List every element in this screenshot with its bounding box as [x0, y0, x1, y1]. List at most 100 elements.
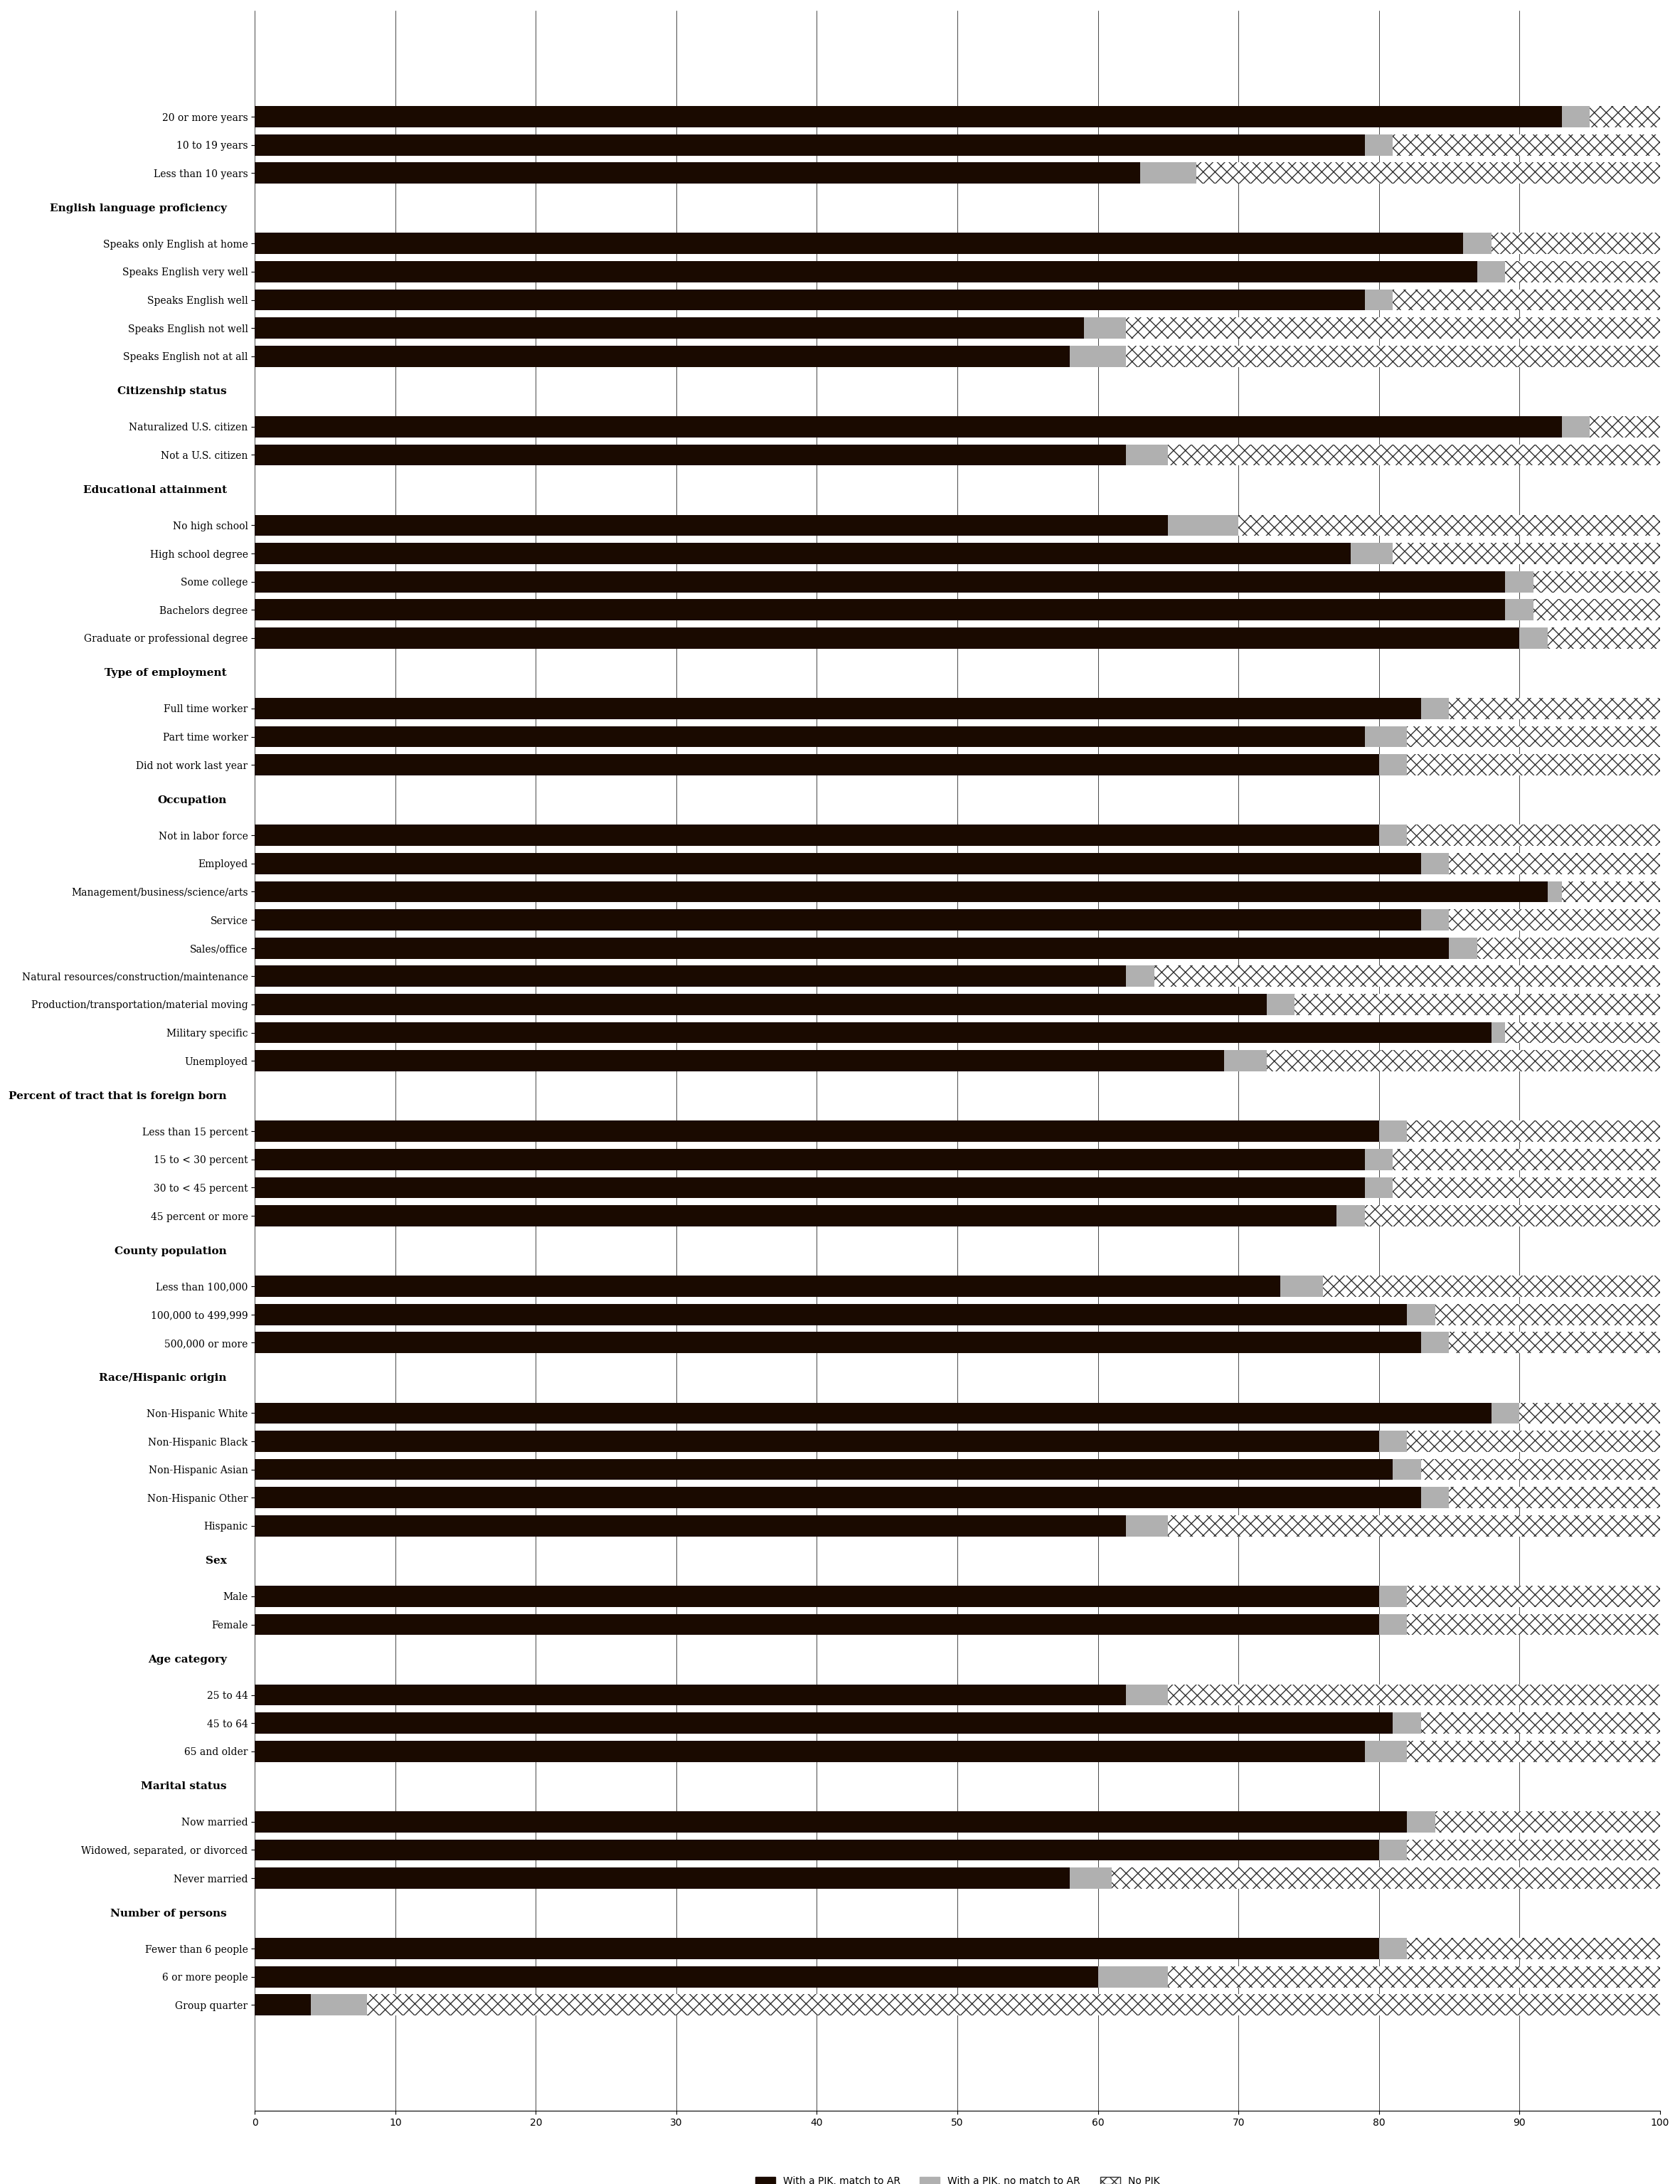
Bar	[1112, 1867, 1660, 1889]
Bar	[1126, 965, 1154, 987]
Text: Citizenship status: Citizenship status	[118, 387, 227, 397]
Bar	[1408, 753, 1660, 775]
Bar	[255, 572, 1505, 592]
Bar	[1364, 1741, 1408, 1762]
Text: County population: County population	[114, 1247, 227, 1256]
Bar	[1408, 826, 1660, 845]
Bar	[1322, 1275, 1660, 1297]
Bar	[1379, 753, 1408, 775]
Bar	[1408, 1839, 1660, 1861]
Bar	[1492, 234, 1660, 253]
Bar	[1435, 1304, 1660, 1326]
Bar	[1393, 1149, 1660, 1171]
Bar	[1126, 1516, 1168, 1535]
Bar	[255, 1811, 1408, 1832]
Text: Marital status: Marital status	[141, 1782, 227, 1791]
Bar	[1084, 317, 1126, 339]
Bar	[1408, 1937, 1660, 1959]
Bar	[368, 1994, 1660, 2016]
Bar	[1070, 1867, 1112, 1889]
Bar	[255, 443, 1126, 465]
Bar	[1364, 1177, 1393, 1199]
Bar	[1364, 1206, 1660, 1227]
Bar	[1562, 417, 1589, 437]
Bar	[255, 1966, 1099, 1987]
Bar	[1141, 162, 1196, 183]
Bar	[1408, 725, 1660, 747]
Bar	[1393, 544, 1660, 563]
Bar	[1421, 854, 1450, 874]
Bar	[1408, 1741, 1660, 1762]
Bar	[1168, 1966, 1660, 1987]
Bar	[1450, 699, 1660, 719]
Bar	[255, 1051, 1225, 1072]
Bar	[1421, 909, 1450, 930]
Bar	[1421, 1487, 1450, 1509]
Bar	[1505, 598, 1534, 620]
Bar	[255, 1431, 1379, 1452]
Bar	[1168, 1516, 1660, 1535]
Legend: With a PIK, match to AR, With a PIK, no match to AR, No PIK: With a PIK, match to AR, With a PIK, no …	[751, 2173, 1164, 2184]
Bar	[255, 627, 1519, 649]
Bar	[1126, 345, 1660, 367]
Bar	[255, 1275, 1280, 1297]
Bar	[255, 317, 1084, 339]
Bar	[1267, 994, 1295, 1016]
Bar	[1099, 1966, 1168, 1987]
Bar	[255, 1304, 1408, 1326]
Bar	[1267, 1051, 1660, 1072]
Bar	[255, 262, 1477, 282]
Text: Educational attainment: Educational attainment	[82, 485, 227, 496]
Bar	[255, 854, 1421, 874]
Bar	[255, 1022, 1492, 1044]
Bar	[255, 1712, 1393, 1734]
Bar	[1168, 515, 1238, 535]
Bar	[255, 937, 1450, 959]
Bar	[1477, 937, 1660, 959]
Bar	[255, 1937, 1379, 1959]
Bar	[1519, 627, 1547, 649]
Bar	[1492, 1402, 1519, 1424]
Text: Number of persons: Number of persons	[111, 1909, 227, 1918]
Text: Sex: Sex	[205, 1557, 227, 1566]
Bar	[255, 544, 1351, 563]
Bar	[1562, 880, 1660, 902]
Bar	[1379, 1586, 1408, 1607]
Bar	[255, 1684, 1126, 1706]
Bar	[1421, 1332, 1450, 1354]
Bar	[1463, 234, 1492, 253]
Text: English language proficiency: English language proficiency	[50, 203, 227, 214]
Bar	[1408, 1304, 1435, 1326]
Bar	[1126, 317, 1660, 339]
Bar	[1238, 515, 1660, 535]
Bar	[255, 515, 1168, 535]
Bar	[1450, 937, 1477, 959]
Bar	[1547, 880, 1562, 902]
Bar	[1408, 1120, 1660, 1142]
Bar	[1408, 1811, 1435, 1832]
Bar	[255, 598, 1505, 620]
Text: Race/Hispanic origin: Race/Hispanic origin	[99, 1374, 227, 1382]
Bar	[255, 1867, 1070, 1889]
Bar	[255, 880, 1547, 902]
Bar	[255, 135, 1364, 155]
Bar	[1196, 162, 1660, 183]
Bar	[255, 753, 1379, 775]
Bar	[1168, 443, 1660, 465]
Bar	[255, 1332, 1421, 1354]
Bar	[255, 965, 1126, 987]
Bar	[1379, 1431, 1408, 1452]
Bar	[255, 1487, 1421, 1509]
Bar	[1589, 417, 1660, 437]
Bar	[255, 1994, 311, 2016]
Bar	[1450, 854, 1660, 874]
Text: Occupation: Occupation	[158, 795, 227, 806]
Bar	[1562, 107, 1589, 127]
Bar	[1393, 135, 1660, 155]
Bar	[1534, 598, 1660, 620]
Bar	[1519, 1402, 1660, 1424]
Text: Type of employment: Type of employment	[104, 668, 227, 679]
Bar	[255, 1614, 1379, 1636]
Bar	[1408, 1431, 1660, 1452]
Bar	[1435, 1811, 1660, 1832]
